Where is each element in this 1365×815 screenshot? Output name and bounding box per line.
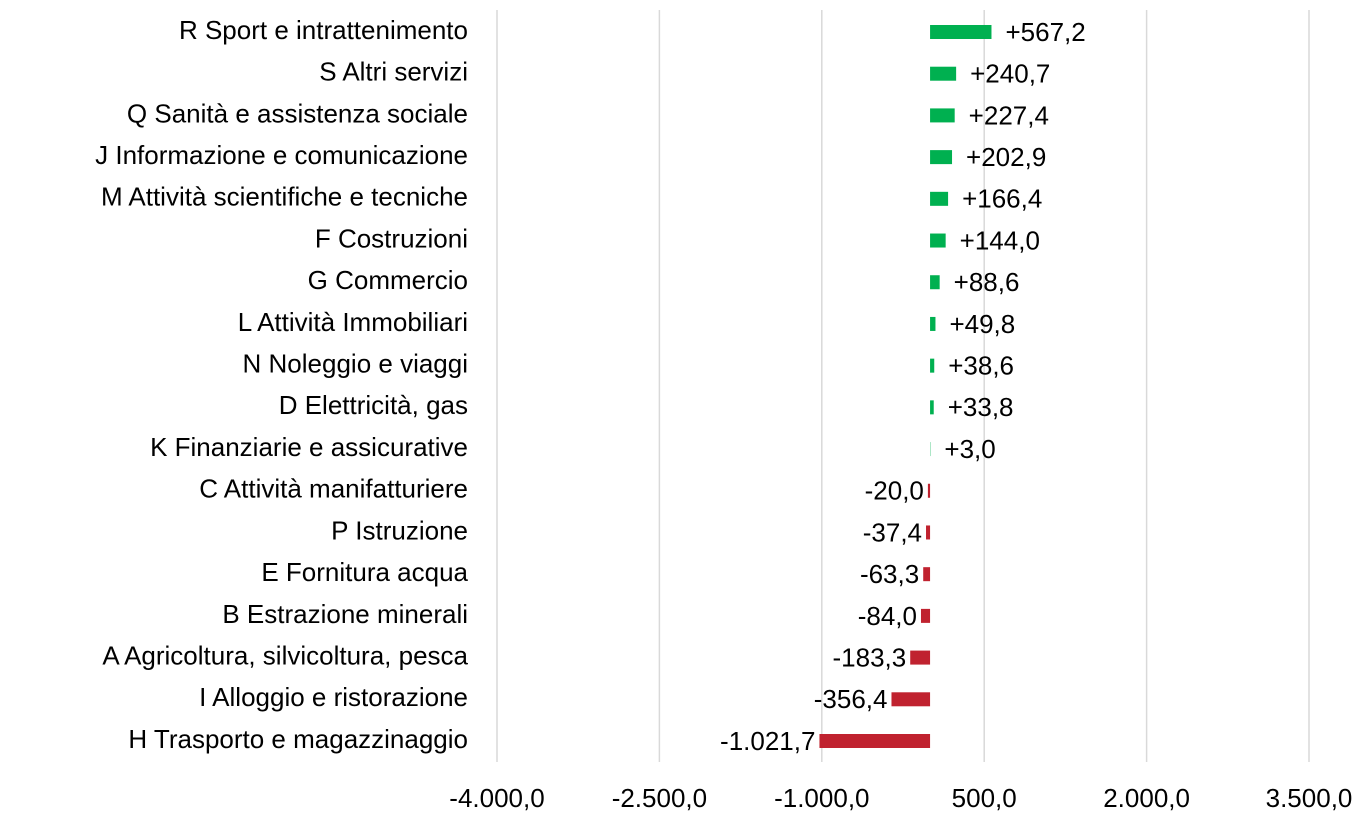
bar	[891, 692, 931, 707]
value-label: +88,6	[954, 267, 1020, 297]
category-label: B Estrazione minerali	[222, 599, 468, 629]
x-tick-label: -2.500,0	[612, 783, 707, 813]
value-label: +33,8	[948, 392, 1014, 422]
bar	[930, 275, 940, 290]
value-label: +49,8	[949, 309, 1015, 339]
value-label: -20,0	[865, 476, 924, 506]
category-label: H Trasporto e magazzinaggio	[128, 724, 468, 754]
value-label: +3,0	[944, 434, 995, 464]
bar	[819, 734, 931, 748]
value-label: -356,4	[814, 684, 888, 714]
value-label: -37,4	[863, 517, 922, 547]
bar	[930, 66, 957, 81]
category-label: J Informazione e comunicazione	[95, 140, 468, 170]
bar	[930, 108, 955, 123]
category-label: I Alloggio e ristorazione	[199, 682, 468, 712]
category-label: D Elettricità, gas	[279, 390, 468, 420]
category-label: E Fornitura acqua	[261, 557, 468, 587]
x-tick-label: 2.000,0	[1103, 783, 1190, 813]
category-label: R Sport e intrattenimento	[179, 15, 468, 45]
category-label: F Costruzioni	[315, 223, 468, 253]
value-label: +144,0	[960, 225, 1040, 255]
value-label: -1.021,7	[720, 726, 815, 756]
value-label: -183,3	[832, 642, 906, 672]
x-tick-label: 3.500,0	[1266, 783, 1353, 813]
category-label: G Commercio	[308, 265, 468, 295]
category-label: L Attività Immobiliari	[238, 307, 468, 337]
bar	[930, 233, 946, 248]
bar	[930, 25, 992, 39]
value-label: -63,3	[860, 559, 919, 589]
value-label: +38,6	[948, 351, 1014, 381]
category-label: C Attività manifatturiere	[199, 474, 468, 504]
value-label: +166,4	[962, 184, 1042, 214]
x-tick-label: -4.000,0	[449, 783, 544, 813]
category-label: Q Sanità e assistenza sociale	[127, 98, 468, 128]
category-label: N Noleggio e viaggi	[243, 349, 468, 379]
bar	[930, 150, 953, 165]
bar	[930, 316, 936, 331]
bar	[926, 525, 931, 540]
value-label: +202,9	[966, 142, 1046, 172]
bar	[930, 358, 935, 373]
bar	[927, 483, 931, 498]
category-label: P Istruzione	[331, 515, 468, 545]
x-tick-label: -1.000,0	[774, 783, 869, 813]
bar	[910, 650, 931, 665]
category-label: K Finanziarie e assicurative	[150, 432, 468, 462]
x-tick-label: 500,0	[952, 783, 1017, 813]
value-label: +240,7	[970, 59, 1050, 89]
bar	[920, 608, 931, 623]
bar	[930, 400, 934, 415]
category-label: S Altri servizi	[319, 57, 468, 87]
category-label: A Agricoltura, silvicoltura, pesca	[102, 640, 468, 670]
bar	[923, 567, 931, 582]
bar	[930, 191, 949, 206]
value-label: +567,2	[1005, 17, 1085, 47]
value-label: -84,0	[858, 601, 917, 631]
category-label: M Attività scientifiche e tecniche	[101, 182, 468, 212]
value-label: +227,4	[969, 100, 1049, 130]
